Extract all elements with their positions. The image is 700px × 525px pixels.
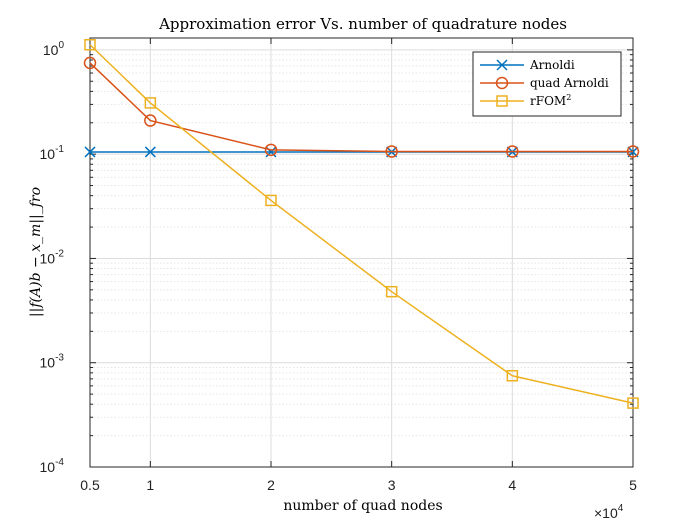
legend-item-arnoldi: Arnoldi (480, 58, 575, 72)
legend-rfom-superscript: 2 (566, 93, 571, 102)
data-point (84, 38, 96, 51)
data-point (506, 145, 519, 158)
legend-label-quad-arnoldi: quad Arnoldi (530, 76, 609, 90)
x-tick-label: 0.5 (80, 477, 100, 493)
y-tick-exponent: -3 (55, 353, 64, 364)
x-tick-label: 2 (267, 477, 275, 493)
y-tick-base: 10 (40, 355, 56, 371)
data-point (385, 285, 398, 298)
y-tick-base: 10 (40, 459, 56, 475)
legend-label-arnoldi: Arnoldi (529, 58, 575, 72)
y-tick-label: 10-2 (40, 248, 65, 266)
legend: Arnoldi quad Arnoldi rFOM2 (472, 51, 622, 117)
y-tick-base: 10 (40, 250, 56, 266)
y-tick-label: 10-1 (40, 144, 65, 162)
x-axis-multiplier: ×104 (594, 503, 624, 521)
y-tick-label: 10-3 (40, 353, 65, 371)
y-tick-base: 10 (40, 146, 56, 162)
data-point (84, 146, 96, 158)
x-tick-label: 4 (508, 477, 516, 493)
data-point (144, 114, 157, 127)
x-multiplier-exponent: 4 (618, 503, 624, 514)
y-tick-label: 10-4 (40, 457, 65, 475)
legend-item-quad-arnoldi: quad Arnoldi (480, 76, 609, 90)
legend-marker-arnoldi (496, 59, 508, 71)
y-tick-exponent: -1 (55, 144, 64, 155)
y-tick-exponent: -2 (55, 248, 64, 259)
legend-marker (495, 76, 509, 90)
chart-title: Approximation error Vs. number of quadra… (158, 15, 567, 33)
series-line (89, 62, 633, 153)
y-axis-label: ||f(A)b − x_m||_fro (28, 187, 44, 317)
legend-marker-quad-arnoldi (495, 76, 509, 90)
data-point (627, 397, 639, 409)
x-tick-label: 3 (388, 477, 396, 493)
data-series (83, 38, 640, 409)
series-line (89, 44, 634, 404)
y-tick-label: 100 (43, 40, 65, 58)
data-point (265, 194, 277, 207)
y-tick-exponent: 0 (58, 40, 64, 51)
plot-area-frame (89, 37, 634, 468)
data-point (385, 145, 398, 158)
legend-label-rfom: rFOM2 (530, 93, 571, 108)
series-2 (84, 38, 639, 409)
data-point (264, 143, 278, 157)
data-point (144, 146, 156, 158)
y-tick-exponent: -4 (55, 457, 64, 468)
legend-rfom-base: rFOM (530, 94, 566, 108)
legend-marker (496, 59, 508, 71)
data-point (626, 145, 640, 158)
legend-marker (496, 95, 508, 107)
series-1 (83, 56, 640, 158)
data-point (144, 97, 157, 109)
legend-marker-rfom (496, 95, 508, 107)
data-point (506, 369, 519, 382)
data-point (83, 56, 97, 70)
x-multiplier-base: ×10 (594, 505, 618, 521)
x-tick-label: 1 (146, 477, 154, 493)
y-tick-base: 10 (43, 42, 59, 58)
x-axis-label: number of quad nodes (283, 498, 442, 514)
x-tick-label: 5 (629, 477, 637, 493)
legend-item-rfom: rFOM2 (480, 93, 571, 108)
